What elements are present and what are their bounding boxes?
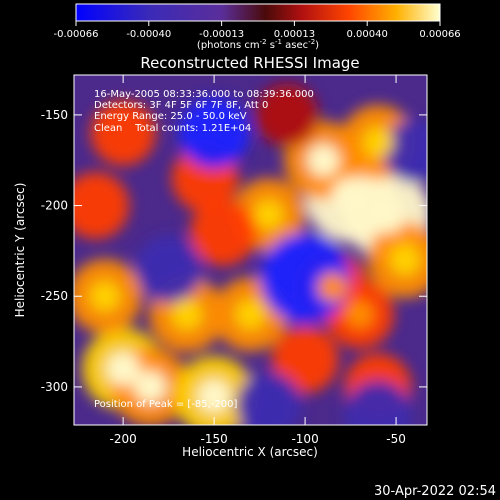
heatmap-blob [271, 326, 339, 394]
heatmap-blob [344, 380, 412, 425]
y-tick-label: -150 [41, 108, 68, 122]
heatmap-blob [74, 172, 130, 239]
heatmap-blob [189, 199, 257, 267]
x-tick-label: -150 [200, 432, 227, 446]
heatmap-core [171, 298, 203, 331]
heatmap-core [345, 300, 374, 329]
annotation-detectors: Detectors: 3F 4F 5F 6F 7F 8F, Att 0 [94, 100, 268, 111]
annotation-time: 16-May-2005 08:33:36.000 to 08:39:36.000 [94, 89, 314, 100]
x-tick-label: -200 [110, 432, 137, 446]
heatmap-blob [236, 372, 302, 425]
heatmap-core [317, 272, 347, 302]
y-axis-label: Heliocentric Y (arcsec) [13, 183, 27, 318]
footer-date: 30-Apr-2022 02:54 [374, 484, 496, 499]
colorbar-tick-label: 0.00040 [347, 29, 388, 40]
heatmap-core [362, 126, 394, 158]
annotation-energy: Energy Range: 25.0 - 50.0 keV [94, 111, 247, 122]
colorbar-tick-label: -0.00013 [199, 29, 244, 40]
y-tick-label: -250 [41, 289, 68, 303]
colorbar-units: (photons cm-2 s-1 asec-2) [197, 38, 319, 51]
heatmap-core [106, 351, 141, 386]
y-tick-label: -300 [41, 380, 68, 394]
annotation-peak: Position of Peak = [-85,-200] [94, 399, 238, 410]
plot-frame [73, 74, 428, 426]
heatmap-blob [135, 235, 203, 303]
heatmap-core [307, 144, 340, 177]
heatmap-blob [178, 97, 250, 169]
heatmap-blob [90, 100, 156, 166]
heatmap-core [197, 379, 231, 413]
x-tick-label: -100 [291, 432, 318, 446]
colorbar-tick-label: -0.00066 [54, 29, 99, 40]
colorbar-tick-label: 0.00013 [274, 29, 315, 40]
colorbar-tick-label: 0.00066 [419, 29, 460, 40]
heatmap-image [74, 75, 427, 425]
heatmap-core [368, 196, 406, 233]
heatmap-blob [382, 119, 427, 183]
heatmap-core [253, 199, 284, 230]
colorbar-ticks: -0.00066 -0.00040 -0.00013 0.00013 0.00040 0.… [54, 21, 461, 40]
x-tick-label: -50 [386, 432, 406, 446]
heatmap-core [389, 244, 421, 276]
chart-title: Reconstructed RHESSI Image [140, 54, 359, 72]
heatmap-core [134, 370, 167, 404]
y-tick-label: -200 [41, 199, 68, 213]
heatmap-blob [255, 83, 319, 147]
annotation-method: Clean Total counts: 1.21E+04 [94, 123, 251, 134]
colorbar [75, 3, 441, 22]
heatmap-core [331, 177, 370, 216]
x-axis-label: Heliocentric X (arcsec) [182, 445, 318, 459]
annotation-block: 16-May-2005 08:33:36.000 to 08:39:36.000… [94, 89, 314, 410]
heatmap-core [235, 299, 266, 330]
colorbar-tick-label: -0.00040 [126, 29, 171, 40]
heatmap-core [89, 280, 121, 312]
